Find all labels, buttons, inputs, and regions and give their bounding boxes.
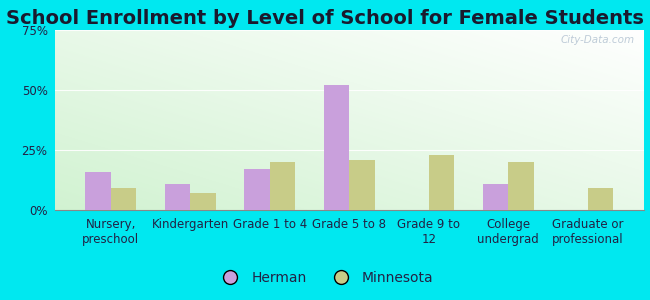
Bar (429, 155, 454, 210)
Bar (349, 160, 375, 210)
Text: City-Data.com: City-Data.com (560, 35, 634, 45)
Bar (508, 162, 534, 210)
Bar (244, 169, 270, 210)
Bar (324, 85, 349, 210)
Bar (270, 162, 295, 210)
Bar (588, 188, 614, 210)
Bar (165, 184, 190, 210)
Bar (85, 172, 111, 210)
Text: School Enrollment by Level of School for Female Students: School Enrollment by Level of School for… (6, 9, 644, 28)
Bar (111, 188, 136, 210)
Legend: Herman, Minnesota: Herman, Minnesota (211, 265, 439, 290)
Bar (483, 184, 508, 210)
Bar (190, 193, 216, 210)
